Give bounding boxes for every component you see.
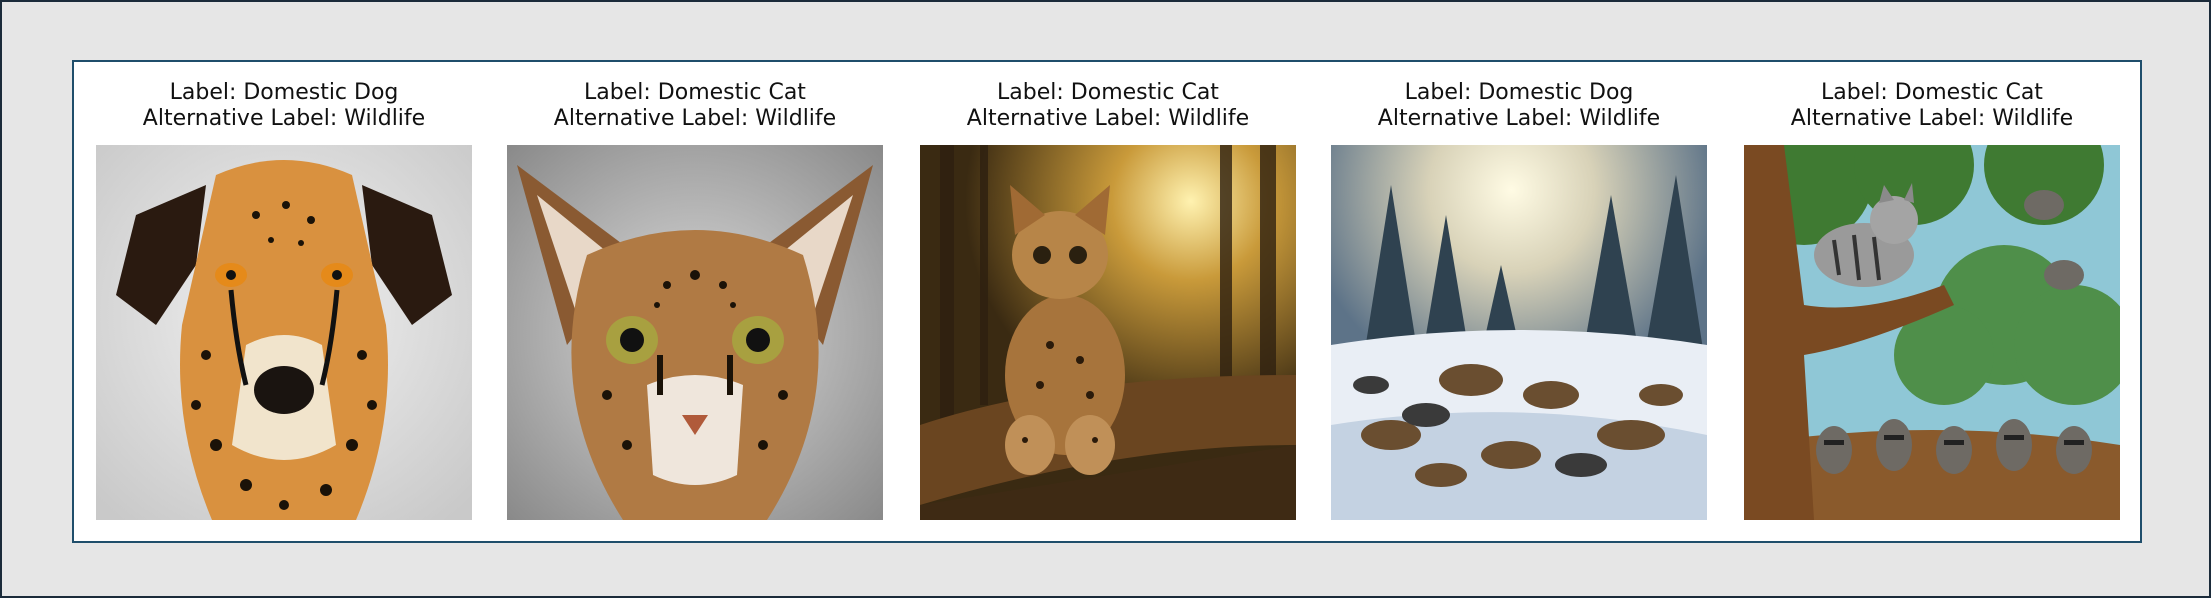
panel-caption: Label: Domestic Cat Alternative Label: W… xyxy=(900,80,1316,132)
panel-image xyxy=(920,145,1296,520)
label-text: Label: Domestic Cat xyxy=(584,80,806,105)
image-panel-5: Label: Domestic Cat Alternative Label: W… xyxy=(1744,62,2120,541)
alt-label-text: Alternative Label: Wildlife xyxy=(142,106,426,131)
panel-caption: Label: Domestic Cat Alternative Label: W… xyxy=(487,80,903,132)
ocelot-cat-image xyxy=(507,145,883,520)
panel-caption: Label: Domestic Cat Alternative Label: W… xyxy=(1724,80,2140,132)
image-panel-4: Label: Domestic Dog Alternative Label: W… xyxy=(1331,62,1707,541)
forest-wildcat-image xyxy=(920,145,1296,520)
panel-image xyxy=(96,145,472,520)
image-grid-figure: Label: Domestic Dog Alternative Label: W… xyxy=(72,60,2142,543)
panel-image xyxy=(507,145,883,520)
image-panel-2: Label: Domestic Cat Alternative Label: W… xyxy=(507,62,883,541)
panel-image xyxy=(1331,145,1707,520)
alt-label-text: Alternative Label: Wildlife xyxy=(553,106,837,131)
label-text: Label: Domestic Dog xyxy=(1404,80,1634,105)
image-panel-1: Label: Domestic Dog Alternative Label: W… xyxy=(96,62,472,541)
label-text: Label: Domestic Dog xyxy=(169,80,399,105)
label-text: Label: Domestic Cat xyxy=(1821,80,2043,105)
panel-caption: Label: Domestic Dog Alternative Label: W… xyxy=(1311,80,1727,132)
cheetah-dog-image xyxy=(96,145,472,520)
cat-raccoons-tree-image xyxy=(1744,145,2120,520)
wolf-pack-snow-image xyxy=(1331,145,1707,520)
alt-label-text: Alternative Label: Wildlife xyxy=(1790,106,2074,131)
alt-label-text: Alternative Label: Wildlife xyxy=(966,106,1250,131)
alt-label-text: Alternative Label: Wildlife xyxy=(1377,106,1661,131)
panel-caption: Label: Domestic Dog Alternative Label: W… xyxy=(76,80,492,132)
panel-image xyxy=(1744,145,2120,520)
image-panel-3: Label: Domestic Cat Alternative Label: W… xyxy=(920,62,1296,541)
label-text: Label: Domestic Cat xyxy=(997,80,1219,105)
